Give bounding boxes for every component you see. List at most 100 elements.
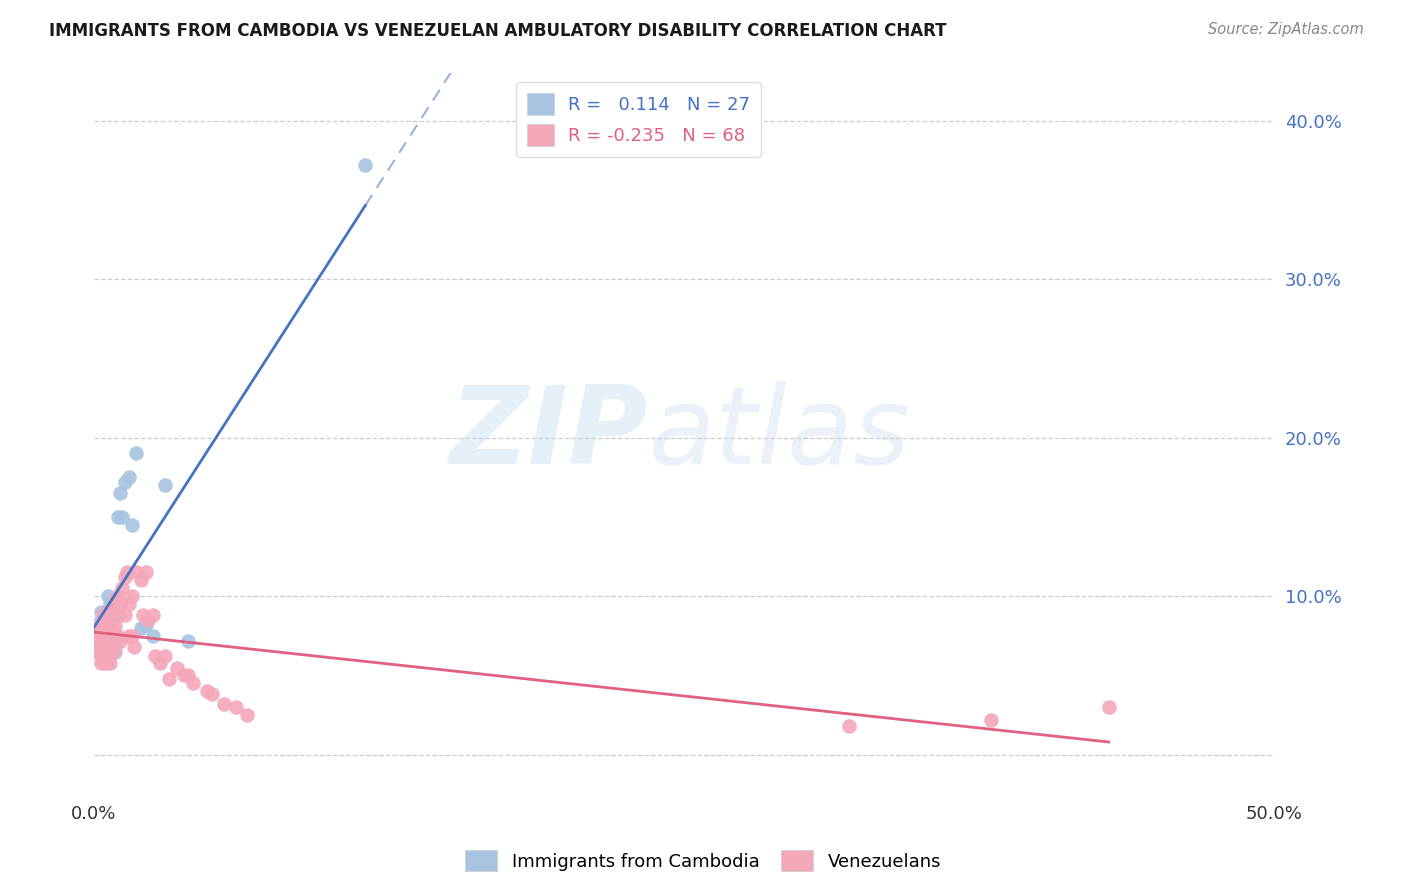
Point (93, 640, 115, 654)
Point (94, 633, 117, 648)
Point (100, 605, 122, 619)
Point (93, 608, 115, 623)
Point (84, 624, 107, 638)
Point (153, 478, 176, 492)
Point (107, 608, 129, 623)
Point (90, 613, 112, 627)
Point (159, 672, 181, 686)
Point (84, 645, 107, 659)
Point (177, 633, 200, 648)
Point (90, 605, 112, 619)
Point (195, 684, 218, 698)
Point (94, 656, 117, 670)
Point (101, 645, 124, 659)
Point (212, 697, 235, 711)
Point (107, 589, 129, 603)
Point (149, 656, 172, 670)
Point (101, 624, 124, 638)
Point (100, 640, 122, 654)
Point (201, 688, 224, 702)
Point (104, 617, 127, 632)
Point (97, 645, 120, 659)
Point (118, 470, 141, 484)
Point (121, 629, 143, 643)
Text: atlas: atlas (648, 381, 910, 486)
Point (97, 617, 120, 632)
Point (114, 475, 136, 489)
Point (129, 621, 152, 635)
Point (93, 640, 115, 654)
Point (132, 608, 155, 623)
Point (100, 621, 122, 635)
Point (142, 629, 165, 643)
Point (107, 509, 129, 524)
Point (100, 656, 122, 670)
Point (93, 624, 115, 638)
Point (114, 570, 136, 584)
Point (93, 652, 115, 666)
Point (87, 617, 110, 632)
Point (104, 645, 127, 659)
Point (173, 668, 195, 682)
Point (90, 633, 112, 648)
Point (153, 649, 176, 664)
Point (97, 624, 120, 638)
Point (121, 589, 143, 603)
Point (84, 633, 107, 648)
Point (177, 668, 200, 682)
Point (125, 446, 148, 460)
Point (108, 597, 131, 611)
Point (94, 617, 117, 632)
Point (115, 566, 138, 580)
Point (107, 629, 129, 643)
Point (111, 581, 134, 595)
Point (135, 617, 157, 632)
Text: ZIP: ZIP (450, 381, 648, 487)
Point (84, 621, 107, 635)
Point (104, 640, 127, 654)
Point (104, 592, 127, 607)
Point (181, 676, 204, 690)
Point (354, 158, 377, 172)
Point (90, 656, 112, 670)
Point (114, 608, 136, 623)
Point (100, 629, 122, 643)
Legend: Immigrants from Cambodia, Venezuelans: Immigrants from Cambodia, Venezuelans (457, 843, 949, 879)
Legend: R =   0.114   N = 27, R = -0.235   N = 68: R = 0.114 N = 27, R = -0.235 N = 68 (516, 82, 761, 157)
Point (94, 617, 117, 632)
Point (129, 574, 152, 588)
Point (101, 602, 124, 616)
Point (236, 708, 259, 723)
Point (122, 640, 145, 654)
Point (111, 509, 134, 524)
Point (1097, 700, 1119, 714)
Point (143, 649, 166, 664)
Point (94, 645, 117, 659)
Point (136, 613, 159, 627)
Point (87, 629, 110, 643)
Point (125, 566, 148, 580)
Point (118, 629, 141, 643)
Point (93, 624, 115, 638)
Point (225, 700, 247, 714)
Point (100, 597, 122, 611)
Point (87, 629, 110, 643)
Point (838, 719, 860, 733)
Point (980, 713, 1002, 727)
Point (108, 633, 131, 648)
Point (94, 605, 117, 619)
Point (121, 517, 143, 532)
Point (90, 645, 112, 659)
Point (87, 640, 110, 654)
Text: IMMIGRANTS FROM CAMBODIA VS VENEZUELAN AMBULATORY DISABILITY CORRELATION CHART: IMMIGRANTS FROM CAMBODIA VS VENEZUELAN A… (49, 22, 946, 40)
Point (101, 608, 124, 623)
Point (97, 608, 120, 623)
Point (97, 589, 120, 603)
Point (94, 633, 117, 648)
Point (118, 597, 141, 611)
Text: Source: ZipAtlas.com: Source: ZipAtlas.com (1208, 22, 1364, 37)
Point (90, 621, 112, 635)
Point (166, 660, 188, 674)
Point (135, 566, 157, 580)
Point (142, 608, 165, 623)
